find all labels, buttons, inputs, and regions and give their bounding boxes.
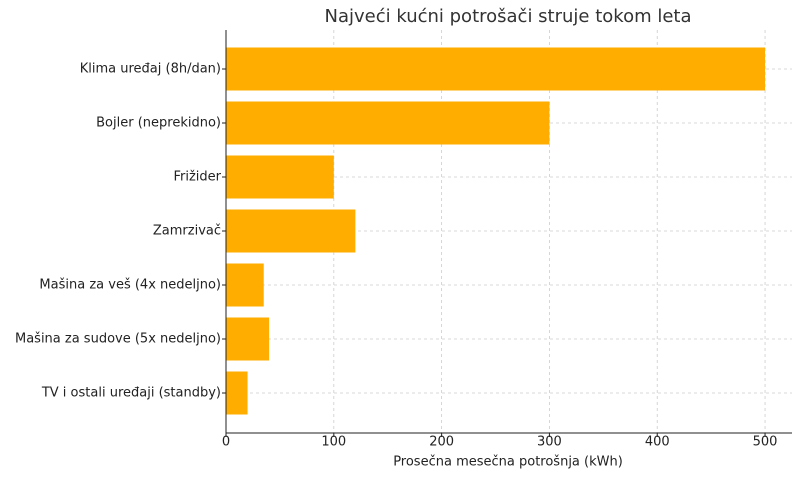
x-tick-label: 500 [753, 435, 778, 450]
chart-title: Najveći kućni potrošači struje tokom let… [324, 6, 691, 27]
y-tick-label: Mašina za sudove (5x nedeljno) [15, 332, 221, 347]
y-tick-label: Bojler (neprekidno) [96, 116, 221, 131]
y-tick-label: TV i ostali uređaji (standby) [41, 386, 221, 401]
x-tick-label: 0 [222, 435, 230, 450]
bar [226, 317, 270, 361]
bar [226, 155, 334, 199]
bar [226, 209, 356, 253]
x-tick-label: 200 [429, 435, 454, 450]
bar [226, 263, 264, 307]
x-axis-label: Prosečna mesečna potrošnja (kWh) [393, 455, 623, 470]
bar [226, 371, 248, 415]
y-tick-label: Mašina za veš (4x nedeljno) [39, 278, 221, 293]
bar [226, 101, 550, 145]
y-tick-label: Klima uređaj (8h/dan) [80, 62, 221, 77]
x-tick-label: 300 [537, 435, 562, 450]
bar [226, 47, 766, 91]
y-tick-label: Zamrzivač [153, 224, 221, 239]
x-tick-label: 400 [645, 435, 670, 450]
y-tick-label: Frižider [173, 170, 221, 185]
x-tick-label: 100 [321, 435, 346, 450]
